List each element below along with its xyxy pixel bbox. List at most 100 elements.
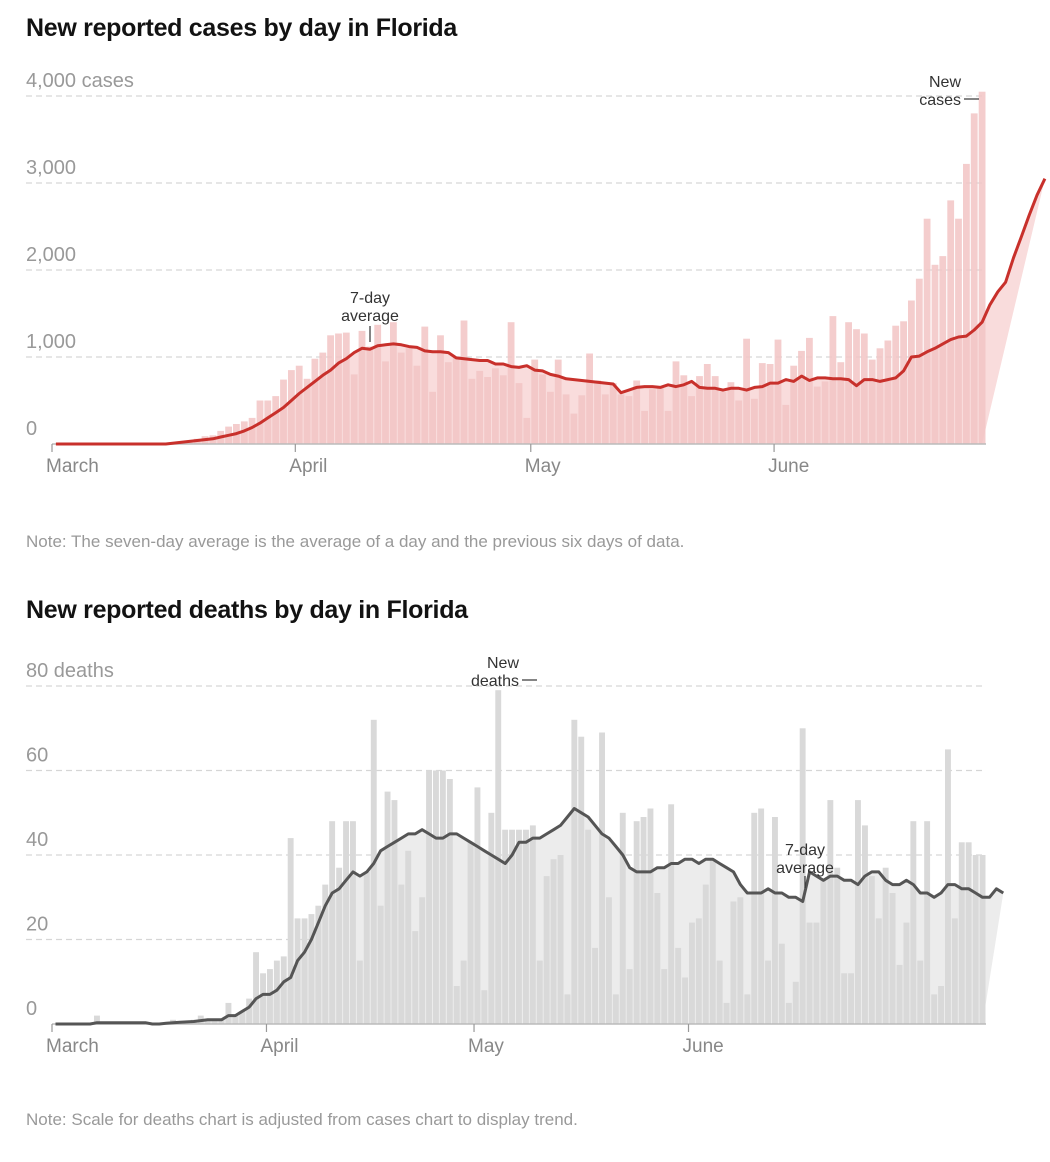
deaths-chart: 0 20 40 60 80 deaths March April May June 7-dayav…	[26, 655, 1005, 1057]
bar	[702, 884, 709, 1024]
bar	[390, 322, 397, 444]
bar	[550, 859, 557, 1024]
bar	[260, 973, 266, 1024]
bar	[599, 732, 605, 1024]
bar	[515, 383, 523, 444]
bar	[539, 374, 546, 444]
bar	[606, 897, 612, 1025]
average-annotation-line1: 7-day	[785, 842, 825, 859]
bar	[94, 1015, 100, 1024]
cases-chart: 0 1,000 2,000 3,000 4,000 cases March April May…	[26, 70, 1047, 477]
bar	[908, 300, 915, 444]
bar	[287, 838, 294, 1024]
bar	[931, 264, 939, 444]
bar	[640, 817, 647, 1024]
x-tick-label: March	[46, 1036, 99, 1057]
bar	[433, 770, 439, 1024]
y-tick-label: 3,000	[26, 157, 76, 179]
bar	[248, 417, 256, 444]
bar	[562, 394, 570, 444]
bar	[366, 346, 374, 444]
bar	[778, 943, 785, 1024]
bar	[813, 922, 820, 1024]
bar	[958, 842, 965, 1024]
bar	[806, 922, 813, 1024]
bar	[939, 256, 947, 444]
bar	[452, 357, 460, 444]
bar	[413, 365, 421, 444]
bar	[412, 931, 419, 1024]
bar	[656, 387, 664, 444]
bar	[703, 364, 711, 444]
bar	[889, 893, 896, 1024]
bar	[481, 990, 488, 1024]
bar	[288, 370, 295, 444]
bar	[476, 370, 484, 444]
bar	[382, 361, 389, 444]
bar	[295, 365, 303, 444]
bar	[437, 335, 444, 445]
bar	[272, 396, 280, 444]
bar	[564, 994, 571, 1024]
bar	[827, 800, 834, 1024]
bar	[350, 821, 356, 1024]
bar	[903, 922, 910, 1024]
average-line	[55, 178, 1047, 446]
bar	[711, 376, 719, 444]
bar	[719, 391, 727, 444]
bar	[319, 352, 327, 444]
bar	[737, 897, 744, 1025]
bar	[547, 391, 554, 444]
bar	[649, 389, 656, 444]
x-tick-label: April	[289, 456, 327, 477]
bar	[689, 922, 695, 1024]
x-tick-label: June	[768, 456, 809, 477]
bar	[453, 986, 460, 1024]
deaths-chart-title: New reported deaths by day in Florida	[26, 596, 468, 624]
y-tick-label: 0	[26, 998, 37, 1020]
bar	[837, 362, 845, 444]
bar	[267, 969, 273, 1024]
bar	[397, 352, 405, 444]
bar	[915, 278, 923, 444]
bar	[578, 395, 586, 444]
bar	[682, 977, 688, 1024]
bar	[384, 791, 391, 1024]
y-tick-label: 2,000	[26, 244, 76, 266]
bar	[785, 1002, 792, 1024]
bar	[882, 867, 889, 1024]
bar	[813, 386, 821, 444]
bar	[798, 350, 805, 444]
bar	[585, 829, 592, 1024]
bar	[834, 867, 841, 1024]
bar	[523, 417, 531, 444]
bar	[641, 410, 648, 444]
bar	[343, 821, 349, 1024]
bar	[799, 728, 806, 1025]
bar	[225, 1002, 232, 1024]
bar	[845, 322, 852, 444]
bar	[204, 1019, 211, 1024]
bar	[571, 719, 578, 1024]
bar	[592, 947, 598, 1024]
bar	[951, 918, 958, 1024]
bar	[273, 960, 280, 1024]
bar	[391, 800, 398, 1024]
bar	[751, 398, 758, 444]
bar	[327, 335, 334, 445]
bar	[955, 218, 962, 444]
bar	[405, 348, 413, 444]
bar	[536, 960, 543, 1024]
bar	[529, 825, 536, 1024]
x-tick-label: June	[683, 1036, 724, 1057]
bar	[668, 804, 675, 1024]
bar	[727, 382, 735, 444]
bar	[924, 821, 931, 1024]
bar	[848, 973, 854, 1024]
bar	[868, 876, 875, 1024]
bar	[820, 880, 827, 1024]
average-annotation-line2: average	[776, 860, 834, 877]
bar	[821, 381, 829, 444]
average-annotation-line1: 7-day	[350, 290, 390, 307]
bars-annotation-line2: cases	[919, 92, 961, 109]
